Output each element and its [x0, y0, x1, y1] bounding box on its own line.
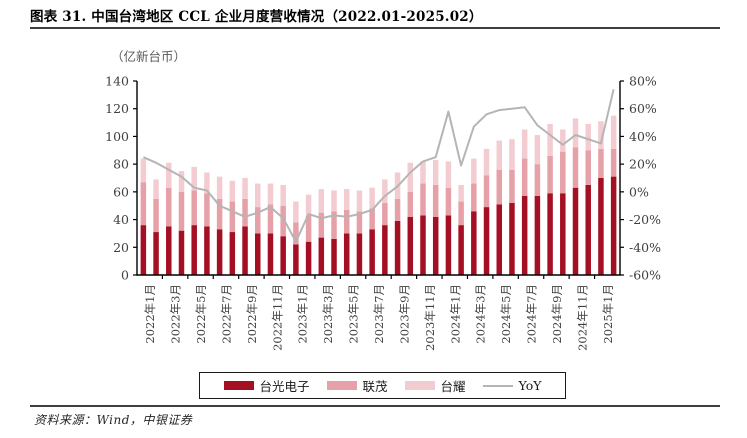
svg-text:60: 60	[113, 184, 129, 199]
svg-text:2025年1月: 2025年1月	[601, 284, 615, 344]
legend-swatch-lianmao	[326, 381, 357, 390]
chart-legend: 台光电子 联茂 台耀 YoY	[199, 372, 566, 399]
y-axis-left: 0 20 40 60 80 100 120 140	[105, 74, 137, 283]
svg-text:2024年5月: 2024年5月	[499, 284, 513, 344]
svg-text:2024年7月: 2024年7月	[525, 284, 539, 344]
svg-text:2024年11月: 2024年11月	[575, 284, 589, 351]
legend-item-lianmao: 联茂	[326, 376, 388, 395]
svg-text:2022年11月: 2022年11月	[270, 284, 284, 351]
legend-swatch-taiguang	[223, 381, 254, 390]
svg-text:120: 120	[105, 101, 129, 116]
figure-title: 图表 31. 中国台湾地区 CCL 企业月度营收情况（2022.01-2025.…	[30, 9, 483, 25]
svg-text:2023年9月: 2023年9月	[397, 284, 411, 344]
legend-item-taiguang: 台光电子	[223, 376, 310, 395]
svg-text:-20%: -20%	[629, 212, 661, 227]
axis-unit-label: （亿新台币）	[111, 49, 187, 64]
svg-text:2023年5月: 2023年5月	[347, 284, 361, 344]
svg-text:80: 80	[113, 157, 129, 172]
svg-text:0%: 0%	[629, 184, 649, 199]
svg-text:2022年1月: 2022年1月	[143, 284, 157, 344]
legend-label-lianmao: 联茂	[362, 379, 388, 394]
svg-text:60%: 60%	[629, 101, 657, 116]
svg-text:-40%: -40%	[629, 240, 661, 255]
svg-text:100: 100	[105, 129, 129, 144]
svg-text:20: 20	[113, 240, 129, 255]
legend-label-yoy: YoY	[518, 378, 542, 393]
legend-label-taiguang: 台光电子	[259, 379, 310, 394]
footer-divider-line	[30, 405, 720, 407]
svg-text:2022年7月: 2022年7月	[220, 284, 234, 344]
svg-text:40: 40	[113, 212, 129, 227]
svg-text:2022年3月: 2022年3月	[169, 284, 183, 344]
x-axis: 2022年1月 2022年3月 2022年5月 2022年7月 2022年9月 2022年…	[143, 275, 615, 351]
legend-swatch-yoy-line	[482, 384, 513, 387]
svg-text:2024年1月: 2024年1月	[448, 284, 462, 344]
svg-text:80%: 80%	[629, 74, 657, 89]
svg-text:140: 140	[105, 74, 129, 89]
legend-item-taiyao: 台耀	[404, 376, 466, 395]
svg-text:2022年5月: 2022年5月	[194, 284, 208, 344]
axes	[136, 81, 621, 276]
svg-text:2024年3月: 2024年3月	[474, 284, 488, 344]
legend-swatch-taiyao	[404, 381, 435, 390]
svg-text:0: 0	[121, 268, 129, 283]
svg-text:40%: 40%	[629, 129, 657, 144]
svg-text:2022年9月: 2022年9月	[245, 284, 259, 344]
svg-text:2023年3月: 2023年3月	[321, 284, 335, 344]
svg-text:2023年1月: 2023年1月	[296, 284, 310, 344]
revenue-bars	[140, 115, 617, 275]
y-axis-right: -60% -40% -20% 0% 20% 40% 60% 80%	[620, 74, 661, 283]
legend-item-yoy: YoY	[482, 378, 542, 393]
svg-text:2024年9月: 2024年9月	[550, 284, 564, 344]
svg-text:2023年11月: 2023年11月	[423, 284, 437, 351]
yoy-line	[142, 89, 615, 243]
svg-text:-60%: -60%	[629, 268, 661, 283]
svg-text:2023年7月: 2023年7月	[372, 284, 386, 344]
title-divider-line	[30, 27, 720, 29]
data-source-note: 资料来源：Wind，中银证券	[34, 413, 193, 427]
svg-text:20%: 20%	[629, 157, 657, 172]
legend-label-taiyao: 台耀	[440, 379, 466, 394]
